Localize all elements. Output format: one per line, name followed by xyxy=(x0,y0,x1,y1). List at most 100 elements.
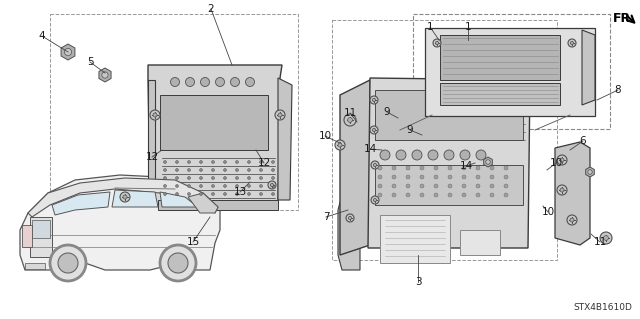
Circle shape xyxy=(504,175,508,179)
Circle shape xyxy=(223,176,227,180)
Text: STX4B1610D: STX4B1610D xyxy=(573,303,632,312)
Text: 9: 9 xyxy=(406,125,413,135)
Circle shape xyxy=(175,160,179,164)
Circle shape xyxy=(604,236,609,241)
Circle shape xyxy=(211,192,214,196)
Circle shape xyxy=(396,150,406,160)
Circle shape xyxy=(200,168,202,172)
Circle shape xyxy=(275,110,285,120)
Circle shape xyxy=(200,176,202,180)
Polygon shape xyxy=(368,78,530,248)
Text: 14: 14 xyxy=(364,144,376,154)
Bar xyxy=(413,14,610,129)
Text: 8: 8 xyxy=(614,85,621,95)
Circle shape xyxy=(448,193,452,197)
Circle shape xyxy=(223,160,227,164)
Circle shape xyxy=(490,193,494,197)
Circle shape xyxy=(392,175,396,179)
Text: 4: 4 xyxy=(38,31,45,41)
Circle shape xyxy=(170,78,179,86)
Polygon shape xyxy=(340,80,370,255)
Circle shape xyxy=(476,184,480,188)
Circle shape xyxy=(236,184,239,188)
Circle shape xyxy=(570,218,574,222)
Circle shape xyxy=(216,78,225,86)
Text: 12: 12 xyxy=(145,152,159,162)
Circle shape xyxy=(153,113,157,117)
Circle shape xyxy=(160,245,196,281)
Bar xyxy=(375,165,523,205)
Circle shape xyxy=(557,155,567,165)
Text: 10: 10 xyxy=(549,158,563,168)
Circle shape xyxy=(150,110,160,120)
Circle shape xyxy=(188,168,191,172)
Circle shape xyxy=(163,176,166,180)
Circle shape xyxy=(236,160,239,164)
Circle shape xyxy=(448,175,452,179)
Circle shape xyxy=(335,140,345,150)
Circle shape xyxy=(186,78,195,86)
Circle shape xyxy=(434,166,438,170)
Circle shape xyxy=(462,175,466,179)
Text: 11: 11 xyxy=(344,108,356,118)
Circle shape xyxy=(378,193,382,197)
Circle shape xyxy=(120,192,130,202)
Circle shape xyxy=(271,176,275,180)
Text: 10: 10 xyxy=(541,207,555,217)
Circle shape xyxy=(380,150,390,160)
Circle shape xyxy=(486,160,490,164)
Circle shape xyxy=(163,160,166,164)
Circle shape xyxy=(236,168,239,172)
Circle shape xyxy=(434,175,438,179)
Circle shape xyxy=(406,175,410,179)
Polygon shape xyxy=(484,157,492,167)
Circle shape xyxy=(428,150,438,160)
Bar xyxy=(440,35,560,80)
Circle shape xyxy=(188,184,191,188)
Circle shape xyxy=(259,160,262,164)
Circle shape xyxy=(370,96,378,104)
Circle shape xyxy=(392,166,396,170)
Text: 7: 7 xyxy=(323,212,330,222)
Bar xyxy=(375,90,523,140)
Polygon shape xyxy=(28,178,218,217)
Circle shape xyxy=(490,166,494,170)
Circle shape xyxy=(188,160,191,164)
Circle shape xyxy=(344,114,356,126)
Circle shape xyxy=(570,41,573,45)
Circle shape xyxy=(271,168,275,172)
Circle shape xyxy=(259,184,262,188)
Circle shape xyxy=(433,39,441,47)
Circle shape xyxy=(406,166,410,170)
Circle shape xyxy=(600,232,612,244)
Circle shape xyxy=(246,78,255,86)
Circle shape xyxy=(270,183,274,187)
Circle shape xyxy=(568,39,576,47)
Circle shape xyxy=(211,176,214,180)
Circle shape xyxy=(435,41,438,45)
Circle shape xyxy=(200,184,202,188)
Circle shape xyxy=(223,192,227,196)
Circle shape xyxy=(188,192,191,196)
Bar xyxy=(25,263,45,269)
Circle shape xyxy=(175,176,179,180)
Circle shape xyxy=(490,175,494,179)
Circle shape xyxy=(420,184,424,188)
Text: 3: 3 xyxy=(415,277,421,287)
Polygon shape xyxy=(61,44,75,60)
Circle shape xyxy=(504,193,508,197)
Circle shape xyxy=(65,48,72,56)
Text: 5: 5 xyxy=(86,57,93,67)
Circle shape xyxy=(412,150,422,160)
Circle shape xyxy=(504,184,508,188)
Circle shape xyxy=(200,192,202,196)
Circle shape xyxy=(348,216,351,219)
Circle shape xyxy=(58,253,78,273)
Circle shape xyxy=(271,160,275,164)
Circle shape xyxy=(504,166,508,170)
Circle shape xyxy=(476,150,486,160)
Circle shape xyxy=(211,168,214,172)
Bar xyxy=(440,83,560,105)
Text: 9: 9 xyxy=(384,107,390,117)
Circle shape xyxy=(420,166,424,170)
